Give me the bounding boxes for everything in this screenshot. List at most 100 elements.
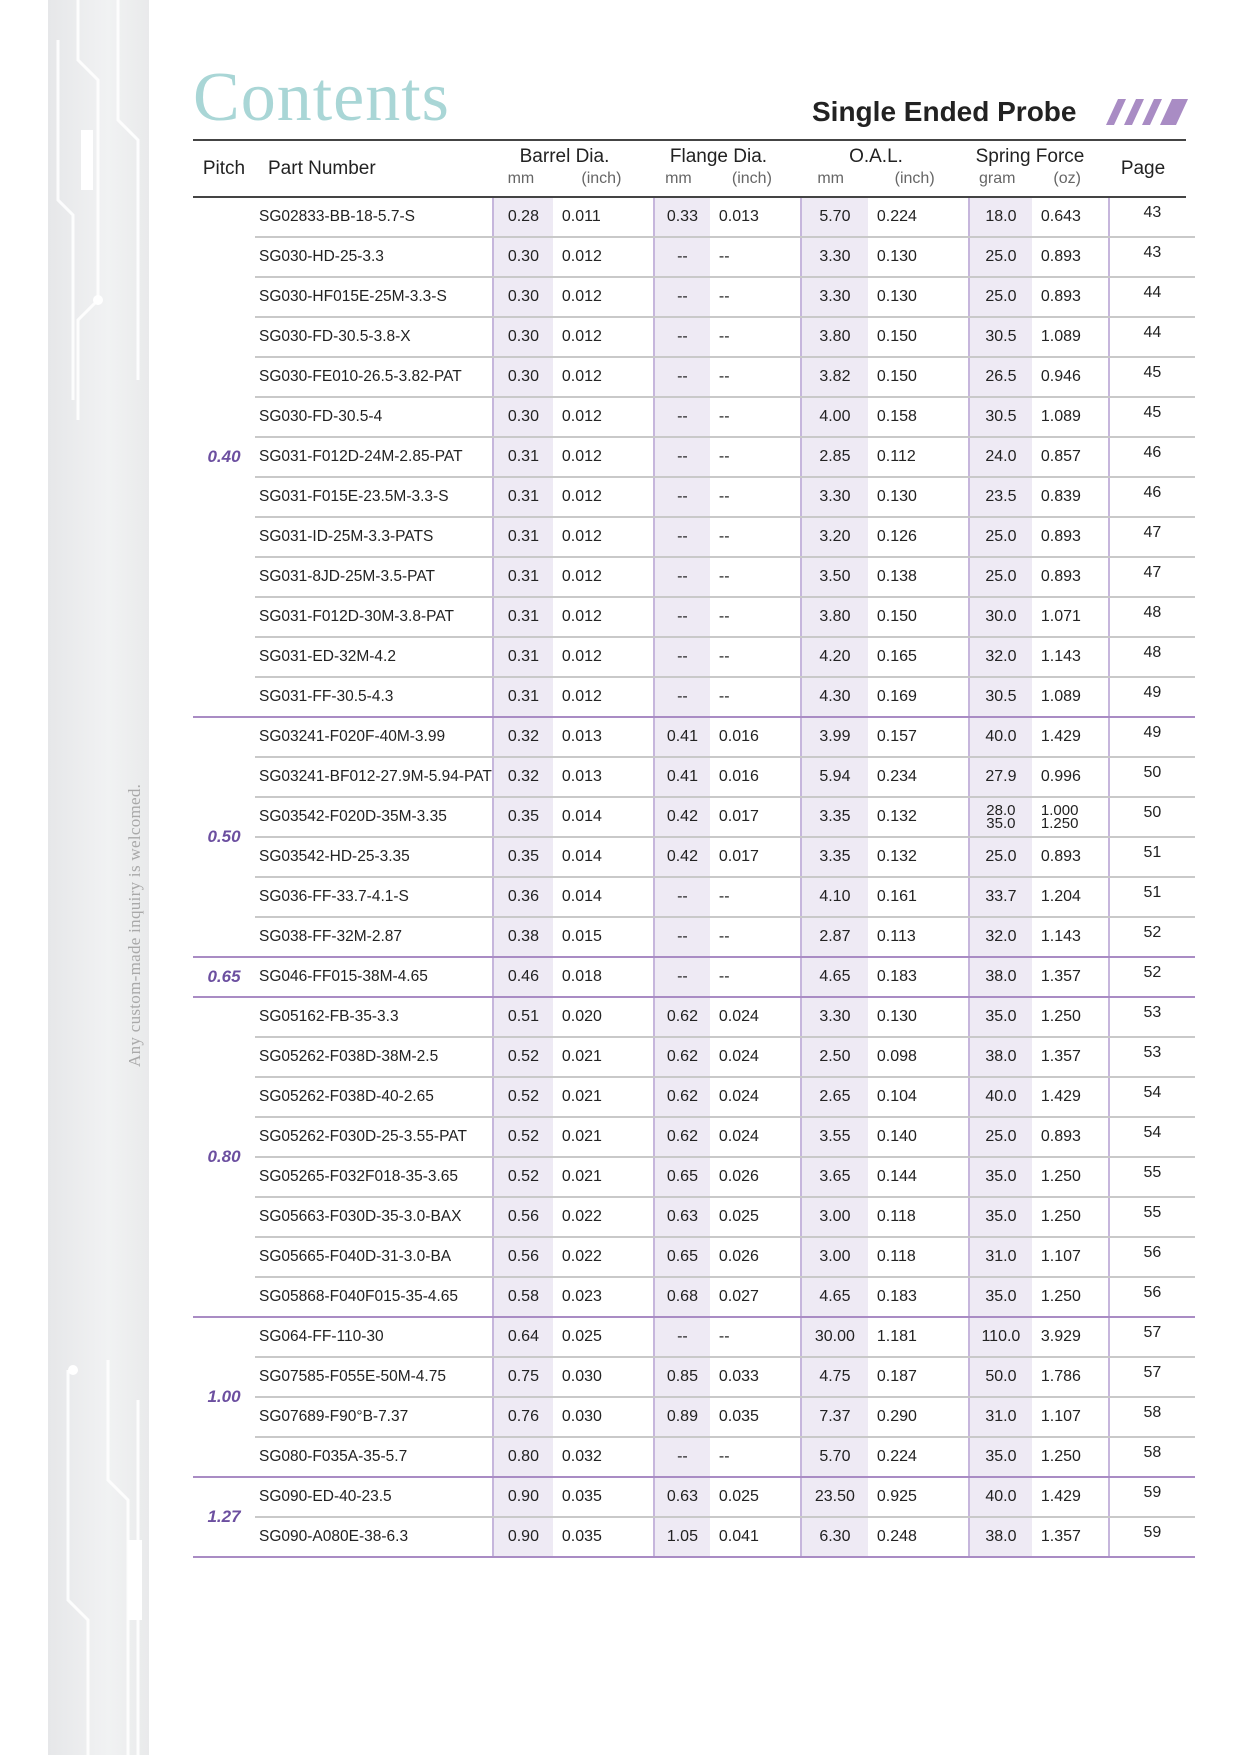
unit-inch: (inch) <box>581 170 622 187</box>
table-row: SG031-F012D-30M-3.8-PAT 0.31 0.012 -- -- 3.80… <box>193 597 1195 638</box>
header-bottom-rule <box>193 196 1186 198</box>
flange-mm: -- <box>652 317 710 358</box>
spring-oz: 1.071 <box>1031 597 1110 638</box>
table-row: SG03542-F020D-35M-3.35 0.35 0.014 0.42 0.017… <box>193 797 1195 838</box>
table-row: SG03542-HD-25-3.35 0.35 0.014 0.42 0.017 3.35… <box>193 837 1195 878</box>
oal-mm: 2.65 <box>799 1077 868 1118</box>
barrel-inch: 0.021 <box>552 1037 655 1078</box>
oal-mm: 3.30 <box>799 277 868 318</box>
oal-inch: 0.150 <box>867 597 970 638</box>
oal-mm: 4.75 <box>799 1357 868 1398</box>
flange-inch: 0.024 <box>709 1037 802 1078</box>
part-number: SG036-FF-33.7-4.1-S <box>255 877 493 918</box>
oal-mm: 5.70 <box>799 198 868 238</box>
barrel-inch: 0.012 <box>552 357 655 398</box>
spring-gram: 35.0 <box>967 997 1032 1038</box>
table-row: SG030-HD-25-3.3 0.30 0.012 -- -- 3.30 0.130 25.… <box>193 237 1195 278</box>
barrel-mm: 0.31 <box>491 597 553 638</box>
flange-inch: -- <box>709 877 802 918</box>
page-number: 58 <box>1108 1397 1195 1438</box>
table-row: SG05262-F038D-38M-2.5 0.52 0.021 0.62 0.024 2… <box>193 1037 1195 1078</box>
table-row: 1.27 SG090-ED-40-23.5 0.90 0.035 0.63 0.025 23… <box>193 1477 1195 1558</box>
barrel-mm: 0.80 <box>491 1437 553 1478</box>
barrel-inch: 0.011 <box>552 198 655 238</box>
spring-gram: 30.5 <box>967 397 1032 438</box>
dual-value: 1.000 1.250 <box>1040 802 1079 832</box>
flange-mm: -- <box>652 237 710 278</box>
flange-mm: 0.89 <box>652 1397 710 1438</box>
table-row: SG05665-F040D-31-3.0-BA 0.56 0.022 0.65 0.02… <box>193 1237 1195 1278</box>
oal-inch: 0.150 <box>867 317 970 358</box>
oal-inch: 0.187 <box>867 1357 970 1398</box>
barrel-mm: 0.30 <box>491 357 553 398</box>
oal-inch: 0.224 <box>867 1437 970 1478</box>
spring-gram: 50.0 <box>967 1357 1032 1398</box>
spring-oz: 1.250 <box>1031 997 1110 1038</box>
part-number: SG03542-HD-25-3.35 <box>255 837 493 878</box>
flange-mm: -- <box>652 917 710 958</box>
barrel-mm: 0.32 <box>491 717 553 758</box>
flange-inch: 0.024 <box>709 1117 802 1158</box>
table-row: SG031-FF-30.5-4.3 0.31 0.012 -- -- 4.30 0.169 3… <box>193 677 1195 718</box>
spring-gram: 110.0 <box>967 1317 1032 1358</box>
oal-mm: 3.99 <box>799 717 868 758</box>
oal-inch: 0.138 <box>867 557 970 598</box>
part-number: SG030-FD-30.5-3.8-X <box>255 317 493 358</box>
barrel-inch: 0.013 <box>552 717 655 758</box>
custom-inquiry-note: Any custom-made inquiry is welcomed. <box>125 783 144 1067</box>
part-number: SG03241-F020F-40M-3.99 <box>255 717 493 758</box>
oal-mm: 2.87 <box>799 917 868 958</box>
barrel-inch: 0.012 <box>552 637 655 678</box>
flange-inch: -- <box>709 597 802 638</box>
barrel-mm: 0.31 <box>491 437 553 478</box>
flange-inch: -- <box>709 237 802 278</box>
barrel-mm: 0.28 <box>491 198 553 238</box>
spring-gram: 30.5 <box>967 677 1032 718</box>
spring-gram: 27.9 <box>967 757 1032 798</box>
flange-mm: -- <box>652 1317 710 1358</box>
flange-mm: 1.05 <box>652 1517 710 1558</box>
pitch-value: 1.00 <box>193 1317 255 1478</box>
table-row: SG05663-F030D-35-3.0-BAX 0.56 0.022 0.63 0.0… <box>193 1197 1195 1238</box>
spring-oz: 1.000 1.250 <box>1031 797 1110 838</box>
page-number: 51 <box>1108 877 1195 918</box>
spring-oz: 1.089 <box>1031 397 1110 438</box>
oal-mm: 3.80 <box>799 597 868 638</box>
oal-mm: 3.50 <box>799 557 868 598</box>
barrel-mm: 0.30 <box>491 237 553 278</box>
oal-mm: 3.00 <box>799 1197 868 1238</box>
part-number: SG05262-F038D-40-2.65 <box>255 1077 493 1118</box>
table-row: SG07689-F90°B-7.37 0.76 0.030 0.89 0.035 7.37… <box>193 1397 1195 1438</box>
flange-mm: 0.65 <box>652 1157 710 1198</box>
spring-oz: 1.429 <box>1031 717 1110 758</box>
pitch-value: 0.65 <box>193 957 255 998</box>
barrel-inch: 0.013 <box>552 757 655 798</box>
flange-inch: -- <box>709 557 802 598</box>
circuit-pattern-icon <box>56 0 142 1755</box>
spring-gram: 23.5 <box>967 477 1032 518</box>
col-spring: Spring Force gram (oz) <box>960 146 1100 188</box>
oal-mm: 4.65 <box>799 1277 868 1318</box>
spring-gram: 28.0 35.0 <box>967 797 1032 838</box>
oal-mm: 2.50 <box>799 1037 868 1078</box>
barrel-inch: 0.021 <box>552 1077 655 1118</box>
barrel-mm: 0.38 <box>491 917 553 958</box>
barrel-mm: 0.52 <box>491 1077 553 1118</box>
barrel-mm: 0.52 <box>491 1157 553 1198</box>
barrel-inch: 0.022 <box>552 1237 655 1278</box>
table-row: SG05262-F030D-25-3.55-PAT 0.52 0.021 0.62 0.… <box>193 1117 1195 1158</box>
barrel-mm: 0.56 <box>491 1237 553 1278</box>
oal-inch: 0.290 <box>867 1397 970 1438</box>
barrel-inch: 0.020 <box>552 997 655 1038</box>
barrel-mm: 0.76 <box>491 1397 553 1438</box>
page-number: 46 <box>1108 477 1195 518</box>
barrel-inch: 0.030 <box>552 1397 655 1438</box>
spring-gram: 32.0 <box>967 637 1032 678</box>
spring-oz: 0.946 <box>1031 357 1110 398</box>
oal-inch: 0.118 <box>867 1197 970 1238</box>
page-number: 53 <box>1108 997 1195 1038</box>
barrel-inch: 0.022 <box>552 1197 655 1238</box>
table-row: SG05868-F040F015-35-4.65 0.58 0.023 0.68 0.0… <box>193 1277 1195 1318</box>
spring-gram: 25.0 <box>967 237 1032 278</box>
table-row: SG031-ED-32M-4.2 0.31 0.012 -- -- 4.20 0.165 32… <box>193 637 1195 678</box>
